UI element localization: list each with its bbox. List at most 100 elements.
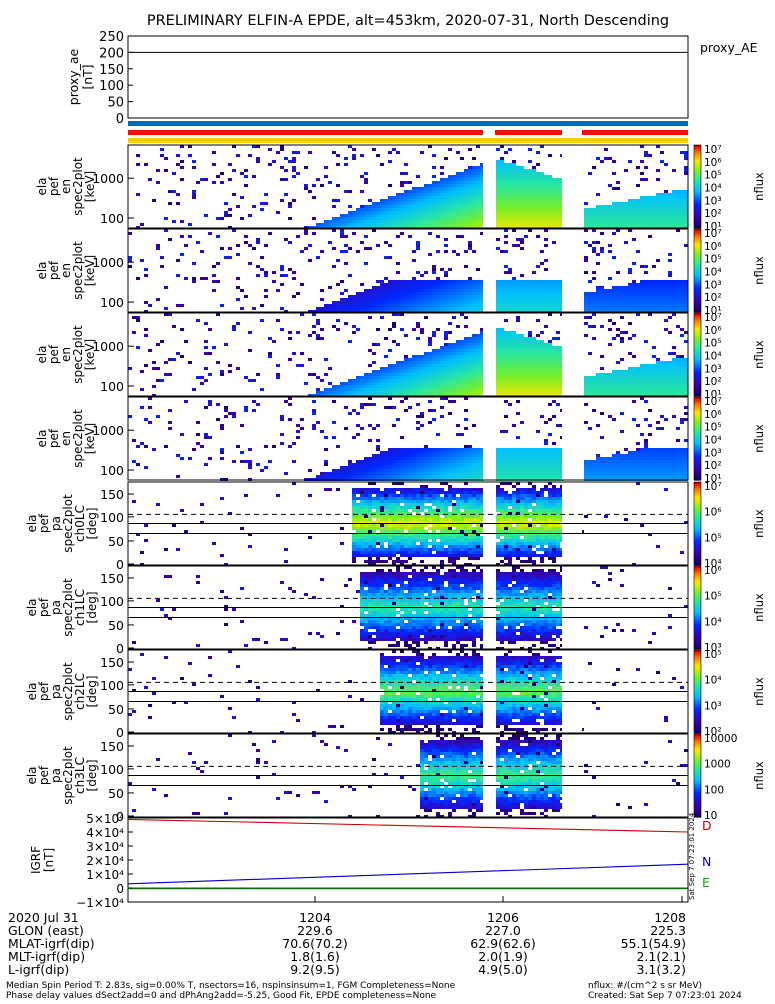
energy-cell	[212, 346, 216, 349]
energy-cell	[608, 382, 612, 385]
energy-cell	[636, 454, 640, 457]
energy-cell	[444, 238, 448, 241]
energy-cell	[476, 358, 480, 361]
energy-cell	[656, 469, 660, 472]
energy-cell	[516, 466, 520, 469]
energy-cell	[516, 391, 520, 394]
energy-cell	[668, 280, 672, 283]
energy-cell	[408, 286, 412, 289]
energy-cell	[532, 280, 536, 283]
energy-cell	[624, 463, 628, 466]
energy-cell	[556, 298, 560, 301]
energy-cell	[388, 328, 392, 331]
energy-cell	[472, 205, 476, 208]
energy-cell	[480, 376, 484, 379]
energy-cell	[336, 475, 340, 478]
energy-cell	[588, 220, 592, 223]
energy-cell	[448, 376, 452, 379]
energy-cell	[684, 472, 688, 475]
energy-cell	[448, 382, 452, 385]
energy-cell	[468, 205, 472, 208]
energy-cell	[456, 286, 460, 289]
energy-cell	[596, 217, 600, 220]
energy-cell	[312, 313, 316, 316]
energy-cell	[412, 280, 416, 283]
pitch-cell	[184, 530, 188, 533]
energy-cell	[660, 151, 664, 154]
energy-cell	[152, 367, 156, 370]
energy-cell	[584, 388, 588, 391]
energy-cell	[532, 220, 536, 223]
energy-cell	[364, 172, 368, 175]
energy-cell	[676, 325, 680, 328]
energy-cell	[504, 352, 508, 355]
energy-cell	[528, 376, 532, 379]
energy-cell	[412, 358, 416, 361]
energy-cell	[644, 295, 648, 298]
energy-cell	[424, 463, 428, 466]
energy-cell	[436, 214, 440, 217]
energy-cell	[412, 391, 416, 394]
energy-cell	[468, 358, 472, 361]
energy-cell	[464, 304, 468, 307]
energy-cell	[360, 391, 364, 394]
energy-cell	[684, 460, 688, 463]
energy-cell	[516, 298, 520, 301]
energy-cell	[460, 382, 464, 385]
energy-cell	[128, 265, 132, 268]
energy-cell	[516, 400, 520, 403]
energy-cell	[660, 223, 664, 226]
energy-cell	[536, 289, 540, 292]
energy-cell	[528, 337, 532, 340]
energy-cell	[584, 256, 588, 259]
energy-cell	[628, 307, 632, 310]
energy-cell	[648, 376, 652, 379]
energy-cell	[456, 352, 460, 355]
energy-cell	[636, 460, 640, 463]
pitch-cell	[356, 497, 360, 500]
energy-cell	[380, 367, 384, 370]
energy-cell	[548, 448, 552, 451]
energy-cell	[620, 388, 624, 391]
energy-cell	[636, 286, 640, 289]
energy-cell	[204, 379, 208, 382]
energy-cell	[460, 289, 464, 292]
energy-cell	[460, 217, 464, 220]
energy-cell	[476, 178, 480, 181]
energy-cell	[368, 304, 372, 307]
energy-cell	[340, 232, 344, 235]
energy-cell	[552, 337, 556, 340]
energy-cell	[432, 166, 436, 169]
energy-cell	[512, 280, 516, 283]
energy-cell	[472, 307, 476, 310]
energy-cell	[620, 298, 624, 301]
energy-cell	[176, 154, 180, 157]
energy-cell	[632, 223, 636, 226]
energy-cell	[420, 223, 424, 226]
energy-cell	[508, 196, 512, 199]
energy-cell	[668, 361, 672, 364]
energy-cell	[348, 223, 352, 226]
energy-cell	[504, 235, 508, 238]
energy-cell	[672, 313, 676, 316]
energy-cell	[312, 409, 316, 412]
energy-cell	[620, 466, 624, 469]
energy-cell	[448, 454, 452, 457]
energy-cell	[372, 376, 376, 379]
energy-cell	[524, 379, 528, 382]
energy-cell	[544, 178, 548, 181]
energy-cell	[532, 451, 536, 454]
energy-cell	[664, 475, 668, 478]
energy-cell	[544, 175, 548, 178]
energy-cell	[464, 295, 468, 298]
energy-cell	[616, 271, 620, 274]
energy-cell	[548, 280, 552, 283]
energy-cell	[604, 148, 608, 151]
energy-cell	[508, 379, 512, 382]
energy-cell	[640, 217, 644, 220]
energy-cell	[652, 373, 656, 376]
energy-cell	[604, 388, 608, 391]
energy-cell	[320, 298, 324, 301]
energy-cell	[632, 280, 636, 283]
